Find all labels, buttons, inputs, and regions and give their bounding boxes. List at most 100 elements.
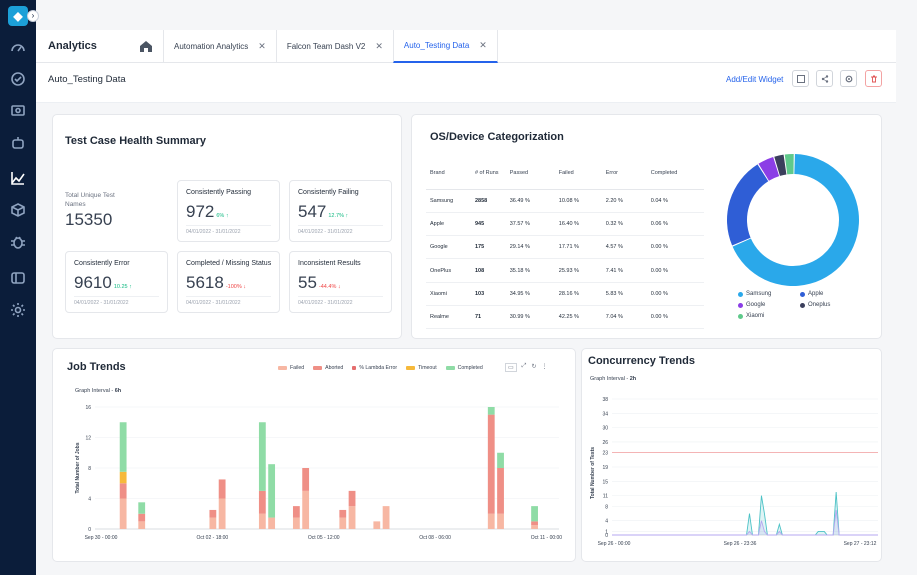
legend-failed[interactable]: Failed — [278, 365, 304, 371]
bar-segment-completed[interactable] — [268, 464, 276, 518]
bar-segment-completed[interactable] — [119, 422, 127, 472]
bar-segment-failed[interactable] — [258, 513, 266, 529]
more-icon[interactable]: ⋮ — [541, 364, 548, 370]
bar-segment-failed[interactable] — [382, 506, 390, 529]
table-row[interactable]: Apple 945 37.57 % 16.40 % 0.32 % 0.06 % — [426, 212, 704, 237]
legend-aborted[interactable]: Aborted — [313, 365, 343, 371]
bug-icon[interactable] — [8, 232, 28, 252]
table-cell: 35.18 % — [505, 258, 555, 283]
donut-slice-google[interactable] — [758, 157, 780, 181]
bar-segment-completed[interactable] — [497, 452, 504, 468]
close-icon[interactable]: ✕ — [479, 40, 487, 50]
metric-consistently-failing[interactable]: Consistently Failing 547 12.7% ↑ 04/01/20… — [289, 180, 392, 242]
table-cell: Google — [426, 235, 471, 260]
bar-segment-aborted[interactable] — [138, 513, 146, 522]
y-tick-label: 19 — [602, 465, 608, 471]
speedometer-icon[interactable] — [8, 38, 28, 58]
table-row[interactable]: Realme 71 30.99 % 42.25 % 7.04 % 0.00 % — [426, 305, 704, 330]
donut-slice-apple[interactable] — [727, 164, 769, 246]
donut-slice-xiaomi[interactable] — [784, 154, 794, 175]
legend-timeout[interactable]: Timeout — [406, 365, 437, 371]
bar-segment-failed[interactable] — [268, 517, 276, 529]
bar-segment-aborted[interactable] — [218, 479, 226, 499]
refresh-icon[interactable]: ↻ — [531, 364, 537, 370]
bar-segment-aborted[interactable] — [209, 509, 217, 518]
sidebar-collapse-button[interactable]: › — [27, 10, 39, 22]
share-button[interactable] — [816, 70, 833, 87]
table-cell: 0.00 % — [646, 305, 704, 330]
tab-falcon-team-dash[interactable]: Falcon Team Dash V2 ✕ — [275, 30, 393, 63]
analytics-icon[interactable] — [8, 168, 28, 188]
metric-value: 9610 10.25 ↑ — [74, 273, 132, 292]
table-row[interactable]: Xiaomi 103 34.95 % 28.16 % 5.83 % 0.00 % — [426, 282, 704, 306]
y-tick-label: 23 — [602, 451, 608, 457]
zoom-select-icon[interactable]: ▭ — [505, 363, 517, 372]
bar-segment-failed[interactable] — [373, 521, 381, 529]
monitor-icon[interactable] — [8, 101, 28, 121]
table-row[interactable]: Samsung 2858 36.49 % 10.08 % 2.20 % 0.04 % — [426, 189, 704, 213]
metric-value: 55 -44.4% ↓ — [298, 273, 341, 292]
close-icon[interactable]: ✕ — [258, 41, 266, 51]
expand-icon[interactable]: ⤢ — [521, 363, 527, 369]
legend-dot — [800, 302, 805, 308]
bar-segment-aborted[interactable] — [292, 506, 300, 518]
bar-segment-completed[interactable] — [258, 422, 266, 491]
legend-item-xiaomi[interactable]: Xiaomi — [738, 313, 786, 319]
bar-segment-failed[interactable] — [138, 521, 146, 529]
bar-segment-timeout[interactable] — [119, 471, 127, 484]
delete-button[interactable] — [865, 70, 882, 87]
legend-item-google[interactable]: Google — [738, 302, 786, 308]
donut-slice-oneplus[interactable] — [774, 154, 787, 176]
tab-automation-analytics[interactable]: Automation Analytics ✕ — [163, 30, 276, 63]
table-cell: 2.20 % — [601, 189, 647, 213]
card-title: Test Case Health Summary — [65, 135, 207, 147]
bar-segment-aborted[interactable] — [487, 414, 495, 514]
legend-completed[interactable]: Completed — [445, 365, 483, 371]
home-icon[interactable] — [139, 39, 153, 53]
bar-segment-failed[interactable] — [292, 517, 300, 529]
metric-completed-missing[interactable]: Completed / Missing Status 5618 -100% ↓ 0… — [177, 251, 280, 313]
cube-icon[interactable] — [8, 200, 28, 220]
metric-consistently-error[interactable]: Consistently Error 9610 10.25 ↑ 04/01/202… — [65, 251, 168, 313]
bar-segment-failed[interactable] — [497, 513, 504, 529]
add-edit-widget-link[interactable]: Add/Edit Widget — [726, 75, 784, 84]
bar-segment-aborted[interactable] — [258, 490, 266, 514]
legend-item-oneplus[interactable]: Oneplus — [800, 302, 848, 308]
bar-segment-failed[interactable] — [119, 498, 127, 530]
donut-slice-samsung[interactable] — [732, 154, 859, 286]
bar-segment-aborted[interactable] — [302, 468, 310, 491]
bar-segment-completed[interactable] — [531, 506, 538, 522]
table-row[interactable]: OnePlus 108 35.18 % 25.93 % 7.41 % 0.00 % — [426, 258, 704, 283]
bar-segment-failed[interactable] — [531, 525, 538, 529]
bar-segment-failed[interactable] — [348, 506, 356, 529]
series-line[interactable] — [612, 509, 878, 536]
bar-segment-failed[interactable] — [209, 517, 217, 529]
legend-item-apple[interactable]: Apple — [800, 291, 848, 297]
bar-segment-failed[interactable] — [487, 513, 495, 529]
fullscreen-button[interactable] — [792, 70, 809, 87]
tab-auto-testing-data[interactable]: Auto_Testing Data ✕ — [392, 30, 498, 63]
close-icon[interactable]: ✕ — [375, 41, 383, 51]
bar-segment-completed[interactable] — [138, 502, 146, 514]
settings-icon[interactable] — [8, 300, 28, 320]
bar-segment-aborted[interactable] — [119, 483, 127, 499]
metric-inconsistent-results[interactable]: Inconsistent Results 55 -44.4% ↓ 04/01/20… — [289, 251, 392, 313]
table-row[interactable]: Google 175 29.14 % 17.71 % 4.57 % 0.00 % — [426, 235, 704, 260]
bar-segment-aborted[interactable] — [531, 521, 538, 526]
bar-segment-failed[interactable] — [302, 490, 310, 529]
reports-icon[interactable] — [8, 268, 28, 288]
dashboard-icon[interactable] — [8, 69, 28, 89]
bar-segment-failed[interactable] — [218, 498, 226, 530]
bar-segment-failed[interactable] — [339, 517, 347, 529]
bar-segment-completed[interactable] — [487, 407, 495, 415]
robot-icon[interactable] — [8, 133, 28, 153]
bar-segment-aborted[interactable] — [348, 490, 356, 507]
metric-consistently-passing[interactable]: Consistently Passing 972 6% ↑ 04/01/2022 … — [177, 180, 280, 242]
y-tick-label: 16 — [85, 405, 91, 411]
lambdatest-logo-icon[interactable]: ◆ — [8, 6, 28, 26]
bar-segment-aborted[interactable] — [497, 468, 504, 514]
legend-item-samsung[interactable]: Samsung — [738, 291, 786, 297]
settings-button[interactable] — [840, 70, 857, 87]
legend-lambda-error[interactable]: % Lambda Error — [352, 365, 397, 371]
bar-segment-aborted[interactable] — [339, 509, 347, 518]
